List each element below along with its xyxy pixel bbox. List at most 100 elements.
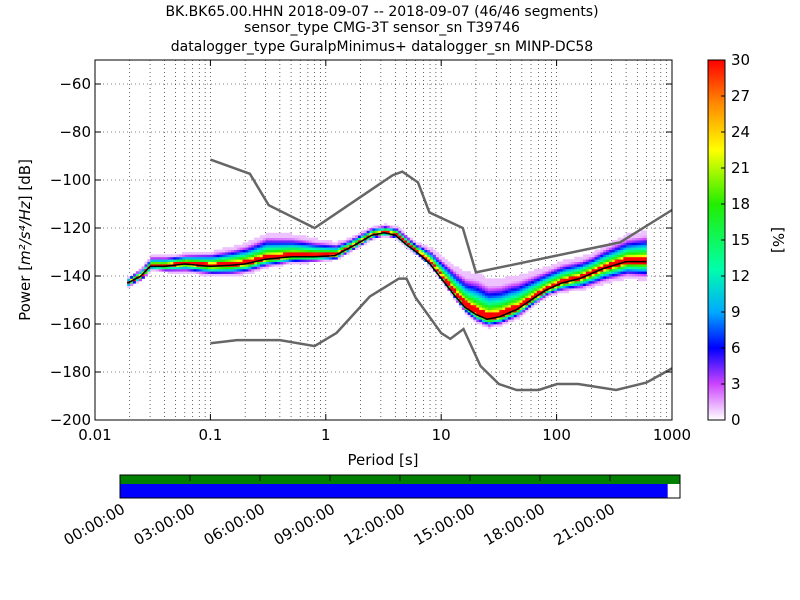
heatmap-cell xyxy=(262,256,267,260)
colorbar-tick-label: 21 xyxy=(731,159,750,177)
heatmap-cell xyxy=(239,264,243,267)
heatmap-cell xyxy=(219,273,223,277)
heatmap-cell xyxy=(450,266,454,270)
heatmap-cell xyxy=(444,271,448,274)
heatmap-cell xyxy=(320,249,324,253)
heatmap-cell xyxy=(623,273,627,277)
heatmap-cell xyxy=(184,254,189,258)
heatmap-cell xyxy=(300,259,304,262)
heatmap-cell xyxy=(430,261,434,265)
heatmap-cell xyxy=(421,247,425,250)
heatmap-cell xyxy=(479,292,483,296)
heatmap-cell xyxy=(392,235,396,238)
heatmap-cell xyxy=(375,235,379,238)
heatmap-cell xyxy=(349,240,353,243)
heatmap-cell xyxy=(516,283,520,286)
heatmap-cell xyxy=(300,235,304,238)
heatmap-cell xyxy=(233,254,238,258)
heatmap-cell xyxy=(470,273,474,277)
heatmap-cell xyxy=(161,259,166,262)
heatmap-cell xyxy=(597,280,601,284)
heatmap-cell xyxy=(268,244,272,248)
heatmap-cell xyxy=(479,285,483,289)
heatmap-cell xyxy=(606,254,610,258)
heatmap-cell xyxy=(453,276,457,279)
heatmap-cell xyxy=(285,242,290,246)
heatmap-cell xyxy=(559,283,564,286)
heatmap-cell xyxy=(337,244,342,248)
heatmap-cell xyxy=(551,288,555,291)
heatmap-cell xyxy=(282,247,287,250)
heatmap-cell xyxy=(554,290,558,294)
heatmap-cell xyxy=(476,280,480,284)
heatmap-cell xyxy=(482,292,486,296)
heatmap-cell xyxy=(577,273,581,277)
heatmap-cell xyxy=(456,276,460,279)
heatmap-cell xyxy=(640,266,644,270)
heatmap-cell xyxy=(282,232,287,236)
heatmap-cell xyxy=(268,240,272,243)
heatmap-cell xyxy=(531,302,535,306)
heatmap-cell xyxy=(608,256,613,260)
heatmap-cell xyxy=(274,240,278,243)
heatmap-cell xyxy=(320,256,324,260)
heatmap-cell xyxy=(614,247,619,250)
heatmap-cell xyxy=(617,276,621,279)
heatmap-cell xyxy=(424,254,428,258)
heatmap-cell xyxy=(268,252,272,255)
heatmap-cell xyxy=(409,244,414,248)
heatmap-cell xyxy=(193,266,197,270)
heatmap-cell xyxy=(637,247,642,250)
heatmap-cell xyxy=(487,321,492,325)
heatmap-cell xyxy=(513,278,518,282)
heatmap-cell xyxy=(507,292,512,296)
heatmap-cell xyxy=(213,271,218,274)
heatmap-cell xyxy=(158,254,163,258)
heatmap-cell xyxy=(542,276,546,279)
heatmap-cell xyxy=(306,254,310,258)
heatmap-cell xyxy=(280,244,284,248)
heatmap-cell xyxy=(565,271,569,274)
heatmap-cell xyxy=(565,259,569,262)
heatmap-cell xyxy=(626,247,630,250)
heatmap-cell xyxy=(404,240,408,243)
heatmap-cell xyxy=(643,244,647,248)
heatmap-cell xyxy=(242,249,246,253)
heatmap-cell xyxy=(470,285,474,289)
heatmap-cell xyxy=(580,288,584,291)
heatmap-cell xyxy=(502,309,506,313)
heatmap-cell xyxy=(450,271,454,274)
heatmap-cell xyxy=(634,232,639,236)
heatmap-cell xyxy=(314,252,318,255)
heatmap-cell xyxy=(453,290,457,294)
heatmap-cell xyxy=(522,276,526,279)
heatmap-cell xyxy=(164,261,168,265)
heatmap-cell xyxy=(531,292,535,296)
heatmap-cell xyxy=(181,254,186,258)
heatmap-cell xyxy=(557,278,561,282)
heatmap-cell xyxy=(606,273,610,277)
heatmap-cell xyxy=(548,278,552,282)
heatmap-cell xyxy=(458,280,463,284)
heatmap-cell xyxy=(585,264,590,267)
heatmap-cell xyxy=(559,261,564,265)
heatmap-cell xyxy=(496,302,500,306)
heatmap-cell xyxy=(473,316,477,320)
heatmap-cell xyxy=(499,312,503,315)
heatmap-cell xyxy=(251,261,255,265)
heatmap-cell xyxy=(490,314,494,318)
heatmap-cell xyxy=(580,264,584,267)
heatmap-cell xyxy=(580,273,584,277)
heatmap-cell xyxy=(418,242,422,246)
heatmap-cell xyxy=(245,249,249,253)
heatmap-cell xyxy=(337,254,342,258)
heatmap-cell xyxy=(210,264,215,267)
heatmap-cell xyxy=(614,256,619,260)
heatmap-cell xyxy=(352,235,356,238)
heatmap-cell xyxy=(528,288,532,291)
heatmap-cell xyxy=(251,244,255,248)
noise-model-curves xyxy=(126,158,673,392)
heatmap-cell xyxy=(280,242,284,246)
heatmap-cell xyxy=(557,280,561,284)
heatmap-cell xyxy=(490,324,494,327)
